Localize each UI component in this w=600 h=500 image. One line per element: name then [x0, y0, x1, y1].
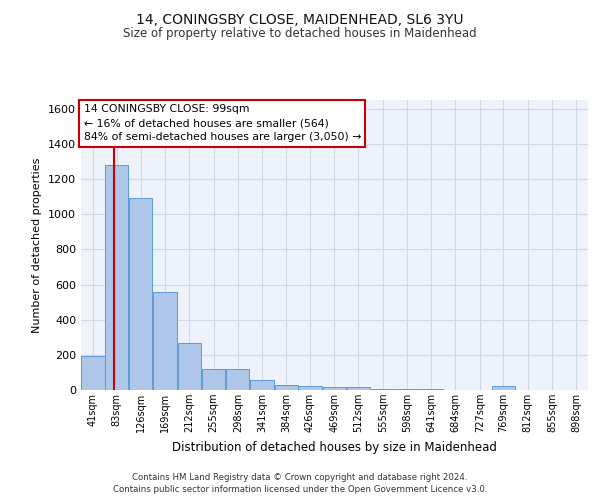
Text: Size of property relative to detached houses in Maidenhead: Size of property relative to detached ho…: [123, 28, 477, 40]
Text: Contains public sector information licensed under the Open Government Licence v3: Contains public sector information licen…: [113, 485, 487, 494]
Bar: [323, 388, 346, 390]
Bar: [347, 388, 370, 390]
Bar: [154, 292, 177, 390]
Text: Contains HM Land Registry data © Crown copyright and database right 2024.: Contains HM Land Registry data © Crown c…: [132, 472, 468, 482]
X-axis label: Distribution of detached houses by size in Maidenhead: Distribution of detached houses by size …: [172, 440, 497, 454]
Bar: [275, 384, 298, 390]
Bar: [250, 380, 274, 390]
Bar: [226, 369, 250, 390]
Bar: [492, 386, 515, 390]
Bar: [178, 344, 201, 390]
Y-axis label: Number of detached properties: Number of detached properties: [32, 158, 43, 332]
Bar: [371, 389, 394, 390]
Text: 14, CONINGSBY CLOSE, MAIDENHEAD, SL6 3YU: 14, CONINGSBY CLOSE, MAIDENHEAD, SL6 3YU: [136, 12, 464, 26]
Bar: [129, 198, 152, 390]
Bar: [298, 386, 322, 390]
Bar: [105, 165, 128, 390]
Bar: [202, 369, 225, 390]
Text: 14 CONINGSBY CLOSE: 99sqm
← 16% of detached houses are smaller (564)
84% of semi: 14 CONINGSBY CLOSE: 99sqm ← 16% of detac…: [83, 104, 361, 142]
Bar: [81, 356, 104, 390]
Bar: [419, 389, 443, 390]
Bar: [395, 389, 419, 390]
